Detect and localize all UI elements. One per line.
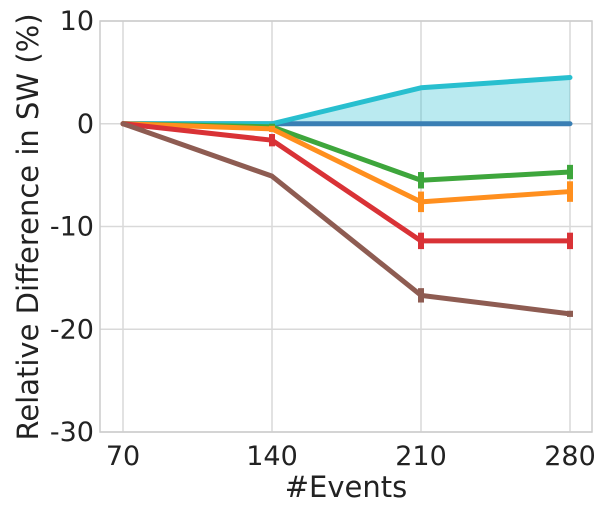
x-axis-label: #Events	[285, 470, 408, 504]
y-tick-labels: 10 0 -10 -20 -30	[50, 6, 94, 448]
series-line-4	[120, 121, 573, 244]
series-lines	[120, 75, 573, 317]
x-tick-label: 140	[246, 441, 298, 472]
x-tick-label: 210	[395, 441, 447, 472]
series-fills	[123, 77, 570, 124]
series-fill-1	[123, 77, 570, 124]
x-tick-label: 70	[106, 441, 140, 472]
error-bars	[269, 123, 573, 317]
y-tick-label: -20	[50, 314, 94, 345]
y-tick-label: -30	[50, 417, 94, 448]
x-tick-labels: 70 140 210 280	[106, 441, 596, 472]
series-line-3	[120, 121, 573, 205]
x-tick-label: 280	[544, 441, 596, 472]
plot-frame	[99, 20, 593, 433]
y-axis-label: Relative Difference in SW (%)	[11, 13, 45, 440]
series-line-5	[120, 121, 573, 317]
y-tick-label: 0	[77, 109, 94, 140]
y-tick-label: -10	[50, 212, 94, 243]
y-tick-label: 10	[60, 6, 94, 37]
